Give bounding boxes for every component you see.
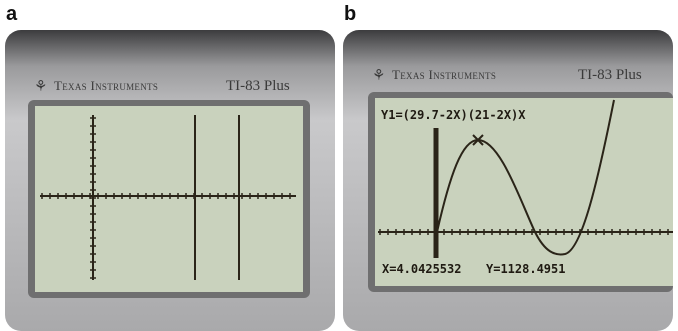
ti-logo: ⚘ bbox=[34, 78, 47, 95]
page: a ⚘ Texas Instruments TI-83 Plus b ⚘ Tex… bbox=[0, 0, 678, 331]
model: TI-83 Plus bbox=[226, 78, 290, 94]
equation: Y1=(29.7-2X)(21-2X)X bbox=[381, 108, 526, 122]
model: TI-83 Plus bbox=[578, 67, 642, 83]
screen bbox=[35, 106, 303, 292]
brand: Texas Instruments bbox=[392, 67, 496, 82]
panel-label: a bbox=[6, 3, 18, 25]
ti-logo: ⚘ bbox=[372, 67, 385, 84]
panel-label: b bbox=[344, 3, 356, 25]
figure: a ⚘ Texas Instruments TI-83 Plus b ⚘ Tex… bbox=[0, 0, 678, 331]
screen bbox=[375, 98, 673, 286]
cursor-x: X=4.0425532 bbox=[382, 262, 461, 276]
cursor-y: Y=1128.4951 bbox=[486, 262, 565, 276]
brand: Texas Instruments bbox=[54, 78, 158, 93]
